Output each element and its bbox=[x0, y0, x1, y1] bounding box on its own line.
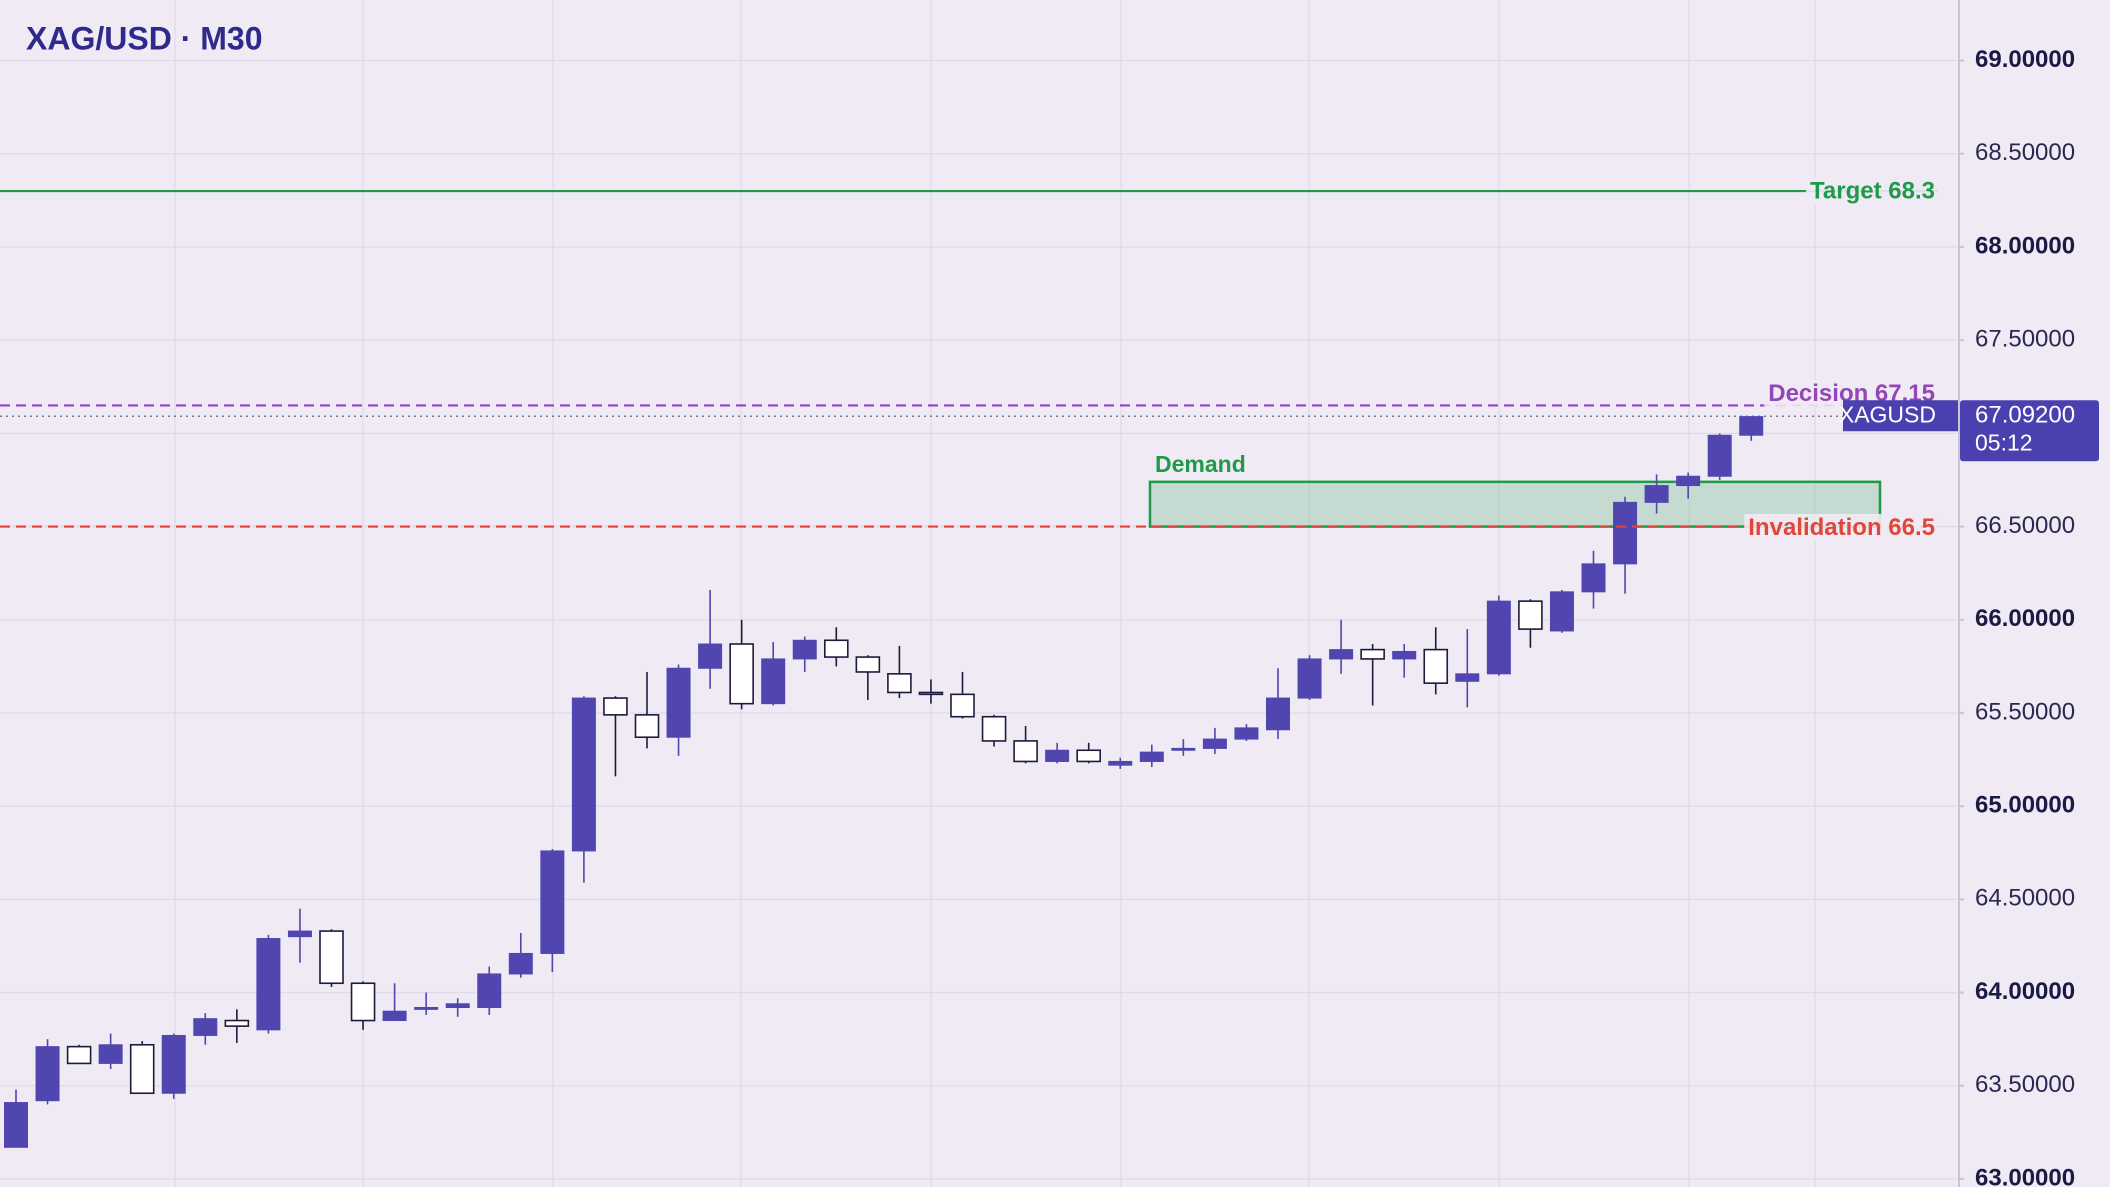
candle-body bbox=[1045, 749, 1070, 762]
candle-body bbox=[603, 697, 628, 716]
y-tick-label: 68.00000 bbox=[1975, 232, 2075, 259]
candle-body bbox=[761, 658, 786, 705]
candle-body bbox=[319, 930, 344, 985]
candle-body bbox=[1739, 416, 1764, 436]
candle-body bbox=[1455, 673, 1480, 682]
candle-body bbox=[950, 693, 975, 718]
countdown: 05:12 bbox=[1975, 429, 2033, 455]
candle-body bbox=[792, 639, 817, 660]
chart-title: XAG/USD · M30 bbox=[26, 20, 262, 56]
candle-body bbox=[1108, 760, 1133, 766]
level-label-group: Invalidation 66.5 bbox=[1744, 513, 1939, 541]
candle-body bbox=[161, 1034, 186, 1094]
candle-body bbox=[1297, 658, 1322, 699]
candle-body bbox=[193, 1018, 218, 1036]
candle-body bbox=[382, 1010, 407, 1022]
candle-body bbox=[1613, 501, 1638, 565]
y-tick-label: 66.50000 bbox=[1975, 512, 2075, 539]
level-label: Invalidation 66.5 bbox=[1748, 514, 1935, 541]
y-tick-label: 63.00000 bbox=[1975, 1164, 2075, 1187]
candle-body bbox=[414, 1006, 439, 1010]
candle-body bbox=[1644, 485, 1669, 503]
candle-body bbox=[823, 639, 849, 658]
candle-body bbox=[887, 673, 912, 694]
y-tick-label: 63.50000 bbox=[1975, 1071, 2075, 1098]
candle-body bbox=[666, 667, 691, 738]
candle-body bbox=[350, 982, 376, 1022]
y-tick-label: 64.50000 bbox=[1975, 885, 2075, 912]
level-label-bg bbox=[1806, 177, 1939, 205]
price-tag-bg bbox=[1960, 400, 2099, 462]
candle-body bbox=[918, 691, 944, 696]
candle-body bbox=[445, 1003, 470, 1008]
y-tick-label: 65.50000 bbox=[1975, 698, 2075, 725]
level-label: Target 68.3 bbox=[1810, 177, 1935, 204]
candle-body bbox=[35, 1046, 60, 1102]
symbol-tag-bg bbox=[1843, 400, 1958, 432]
candle-body bbox=[855, 656, 881, 673]
candle-body bbox=[1171, 747, 1196, 751]
y-tick-label: 68.50000 bbox=[1975, 139, 2075, 166]
candle-body bbox=[1266, 697, 1290, 731]
y-tick-label: 67.50000 bbox=[1975, 326, 2075, 353]
candle-body bbox=[729, 643, 754, 705]
symbol-tag: XAGUSD bbox=[1839, 401, 1936, 427]
candle-body bbox=[981, 715, 1007, 742]
level-label-bg bbox=[1744, 513, 1939, 541]
candle-body bbox=[1581, 563, 1606, 593]
candle-body bbox=[1234, 727, 1259, 740]
vertical-grid bbox=[174, 0, 1816, 1187]
candle-body bbox=[1139, 751, 1164, 762]
candle-body bbox=[698, 643, 723, 669]
zone-label: Demand bbox=[1155, 451, 1246, 477]
candle-body bbox=[98, 1044, 123, 1064]
candle-body bbox=[1423, 648, 1449, 684]
candle-body bbox=[1329, 649, 1354, 660]
candle-body bbox=[1360, 648, 1385, 660]
candle-body bbox=[4, 1102, 28, 1148]
candle-body bbox=[1707, 434, 1732, 477]
candle-body bbox=[256, 938, 281, 1031]
candle-body bbox=[540, 850, 565, 954]
candle-body bbox=[66, 1045, 92, 1065]
candle-body bbox=[129, 1043, 155, 1095]
candle-body bbox=[1549, 591, 1574, 632]
candle-body bbox=[1076, 749, 1101, 763]
candle-body bbox=[1486, 600, 1511, 675]
candle-body bbox=[508, 952, 533, 975]
candle-body bbox=[287, 930, 312, 938]
candle-body bbox=[571, 697, 596, 852]
candle-body bbox=[1518, 600, 1543, 630]
y-tick-label: 65.00000 bbox=[1975, 792, 2075, 819]
candle-body bbox=[1013, 740, 1038, 763]
candle-body bbox=[634, 714, 660, 739]
y-tick-label: 64.00000 bbox=[1975, 978, 2075, 1005]
candle-body bbox=[1202, 738, 1227, 749]
price-tag: 67.09200 bbox=[1975, 402, 2075, 429]
y-tick-label: 66.00000 bbox=[1975, 605, 2075, 632]
candle-body bbox=[224, 1019, 250, 1027]
candle-body bbox=[477, 973, 502, 1008]
candle-body bbox=[1392, 650, 1417, 660]
candle-body bbox=[1676, 475, 1701, 487]
level-label-group: Target 68.3 bbox=[1806, 177, 1939, 205]
y-tick-label: 69.00000 bbox=[1975, 46, 2075, 73]
